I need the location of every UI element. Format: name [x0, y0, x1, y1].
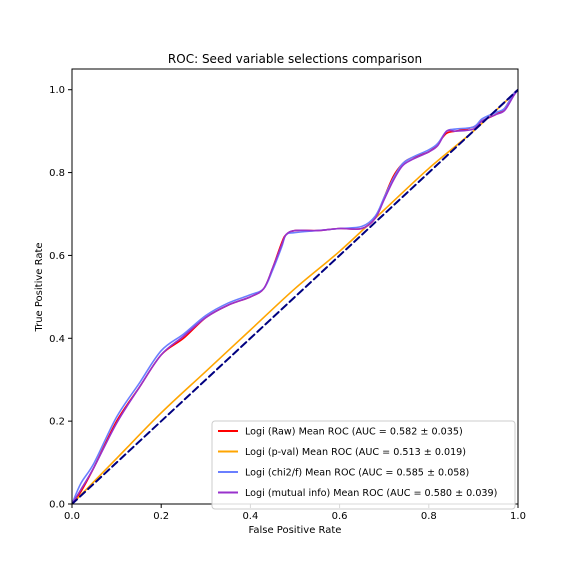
- y-tick-label: 0.6: [49, 251, 65, 262]
- x-tick-label: 0.4: [242, 511, 258, 522]
- y-axis-label: True Positive Rate: [34, 242, 45, 332]
- x-tick-label: 1.0: [510, 511, 526, 522]
- legend: Logi (Raw) Mean ROC (AUC = 0.582 ± 0.035…: [211, 420, 516, 510]
- x-tick-label: 0.0: [64, 511, 80, 522]
- x-tick-label: 0.8: [421, 511, 437, 522]
- y-tick-label: 1.0: [49, 85, 65, 96]
- x-tick-label: 0.6: [332, 511, 348, 522]
- legend-label: Logi (chi2/f) Mean ROC (AUC = 0.585 ± 0.…: [245, 468, 469, 479]
- legend-label: Logi (mutual info) Mean ROC (AUC = 0.580…: [245, 488, 497, 499]
- y-tick-label: 0.4: [49, 334, 65, 345]
- y-tick-label: 0.2: [49, 417, 65, 428]
- y-tick-label: 0.8: [49, 168, 65, 179]
- y-tick-label: 0.0: [49, 500, 65, 511]
- chance-diagonal-line: [72, 88, 518, 504]
- legend-box: [211, 420, 516, 510]
- x-axis-label: False Positive Rate: [249, 525, 342, 536]
- legend-label: Logi (Raw) Mean ROC (AUC = 0.582 ± 0.035…: [245, 427, 463, 438]
- series-line-2: [72, 88, 518, 504]
- series-line-4: [72, 88, 518, 504]
- x-tick-label: 0.2: [153, 511, 169, 522]
- chart-title: ROC: Seed variable selections comparison: [168, 52, 422, 66]
- legend-label: Logi (p-val) Mean ROC (AUC = 0.513 ± 0.0…: [245, 447, 466, 458]
- series-layer: [72, 88, 518, 504]
